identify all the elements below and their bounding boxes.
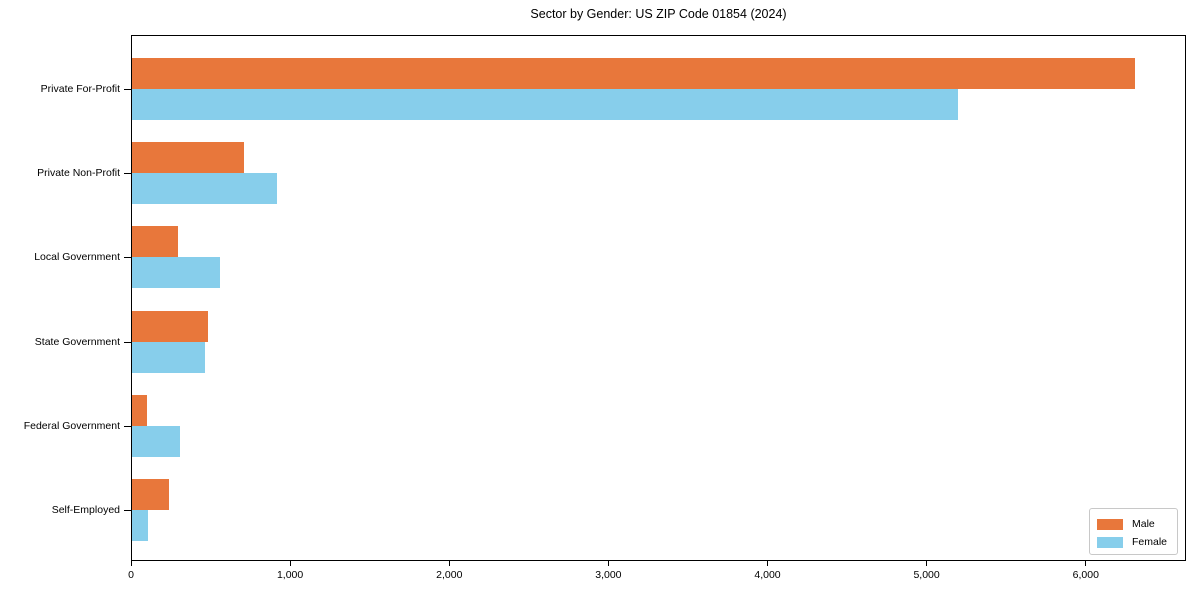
bar-self-employed-male: [132, 479, 169, 511]
x-tick-label-3-000: 3,000: [595, 569, 622, 581]
bar-local-government-female: [132, 257, 221, 289]
y-tick-label-local-government: Local Government: [34, 251, 120, 264]
y-tick-label-state-government: State Government: [34, 335, 120, 348]
y-tick-label-federal-government: Federal Government: [23, 419, 120, 432]
bar-private-non-profit-female: [132, 172, 277, 204]
x-tick-label-4-000: 4,000: [754, 569, 781, 581]
y-tick-mark: [124, 173, 131, 174]
legend-row-female: Female: [1097, 534, 1177, 550]
bar-federal-government-female: [132, 425, 180, 457]
bar-state-government-male: [132, 310, 209, 342]
legend: Male Female: [1089, 508, 1178, 555]
x-tick-mark: [130, 561, 132, 566]
x-tick-label-5-000: 5,000: [913, 569, 940, 581]
legend-label-female: Female: [1132, 536, 1168, 548]
chart-title: Sector by Gender: US ZIP Code 01854 (202…: [530, 7, 787, 21]
y-tick-mark: [124, 510, 131, 511]
bar-private-non-profit-male: [132, 141, 245, 173]
x-tick-mark: [926, 561, 928, 566]
y-tick-mark: [124, 257, 131, 258]
y-tick-label-self-employed: Self-Employed: [51, 504, 120, 517]
x-tick-label-0: 0: [128, 569, 134, 581]
bar-state-government-female: [132, 341, 206, 373]
bar-self-employed-female: [132, 510, 148, 542]
plot-area: [131, 35, 1186, 561]
x-tick-label-1-000: 1,000: [276, 569, 304, 581]
x-tick-mark: [448, 561, 450, 566]
y-tick-mark: [124, 89, 131, 90]
x-tick-label-6-000: 6,000: [1072, 569, 1099, 581]
legend-swatch-female: [1097, 536, 1123, 548]
y-tick-label-private-non-profit: Private Non-Profit: [37, 166, 120, 179]
y-tick-mark: [124, 342, 131, 343]
bar-private-for-profit-male: [132, 57, 1135, 89]
legend-row-male: Male: [1097, 516, 1177, 532]
bar-local-government-male: [132, 226, 179, 258]
y-tick-mark: [124, 426, 131, 427]
x-tick-mark: [607, 561, 609, 566]
x-tick-mark: [1085, 561, 1087, 566]
bar-federal-government-male: [132, 394, 148, 426]
legend-label-male: Male: [1132, 518, 1155, 530]
x-tick-mark: [767, 561, 768, 566]
legend-swatch-male: [1097, 518, 1123, 530]
x-tick-mark: [289, 561, 291, 566]
x-tick-label-2-000: 2,000: [436, 569, 463, 581]
y-tick-label-private-for-profit: Private For-Profit: [40, 82, 120, 95]
bar-private-for-profit-female: [132, 88, 958, 120]
